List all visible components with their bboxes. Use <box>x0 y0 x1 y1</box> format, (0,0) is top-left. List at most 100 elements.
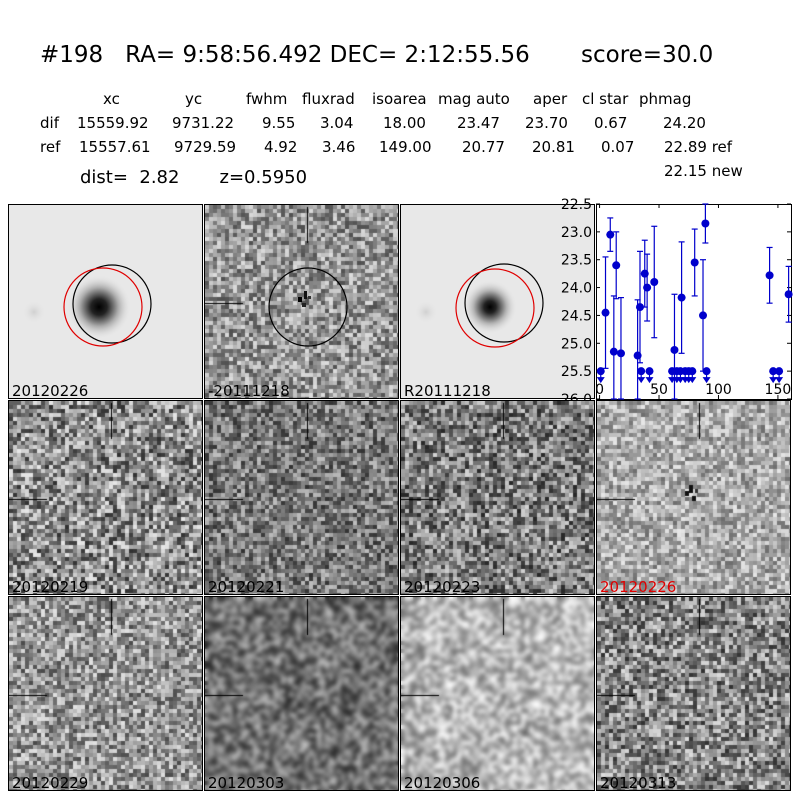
detection-point <box>601 308 610 317</box>
ref-aper: 20.81 <box>532 138 575 156</box>
epoch-label: 20120221 <box>208 578 285 595</box>
ref-circle <box>268 267 348 347</box>
detection-point <box>670 345 679 354</box>
epoch-stamp-highlighted: 20120226 <box>596 400 791 595</box>
epoch-stamp: 20120306 <box>400 596 595 791</box>
detection-point <box>633 351 642 360</box>
detection-point <box>606 230 615 239</box>
reference-image-panel: R20111218 <box>400 204 595 399</box>
col-header-yc: yc <box>185 90 203 108</box>
row-label-dif: dif <box>40 114 59 132</box>
reference-image-stamp <box>401 205 594 398</box>
dif-yc: 9731.22 <box>172 114 235 132</box>
ref-mag-auto: 20.77 <box>462 138 505 156</box>
detection-point <box>643 283 652 292</box>
new-phmag: 22.15 new <box>664 162 743 180</box>
dist-value: dist= 2.82 <box>80 167 180 188</box>
x-tick-label: 0 <box>595 382 604 398</box>
upper-limit-arrow <box>645 377 654 384</box>
new-image-stamp <box>9 205 202 398</box>
ref-circle <box>72 264 152 344</box>
detection-point <box>650 278 659 286</box>
col-header-fwhm: fwhm <box>246 90 288 108</box>
ref-yc: 9729.59 <box>174 138 237 156</box>
panel-label: R20111218 <box>404 382 491 399</box>
dif-fluxrad: 3.04 <box>320 114 354 132</box>
epoch-stamp: 20120219 <box>8 400 203 595</box>
y-tick-label: 25.5 <box>561 364 592 380</box>
epoch-stamp: 20120221 <box>204 400 399 595</box>
epoch-label: 20120313 <box>600 774 677 791</box>
dist-redshift-line: dist= 2.82 z=0.5950 <box>80 167 307 188</box>
dif-cl-star: 0.67 <box>594 114 628 132</box>
y-tick-label: 23.5 <box>561 253 592 269</box>
dif-fwhm: 9.55 <box>262 114 296 132</box>
epoch-stamp-image <box>401 401 594 594</box>
epoch-stamp-image <box>597 597 790 790</box>
panel-label: -20111218 <box>208 382 290 399</box>
candidate-id: #198 <box>40 42 104 68</box>
col-header-xc: xc <box>103 90 120 108</box>
ref-cl-star: 0.07 <box>601 138 635 156</box>
col-header-mag-auto: mag auto <box>438 90 510 108</box>
upper-limit-arrow <box>702 377 711 384</box>
score-value: score=30.0 <box>581 42 714 68</box>
dif-xc: 15559.92 <box>77 114 149 132</box>
epoch-stamp-image <box>597 401 790 594</box>
ref-circle <box>464 263 544 343</box>
y-tick-label: 22.5 <box>561 197 592 213</box>
detection-point <box>677 293 686 302</box>
detection-point <box>640 269 649 278</box>
detection-point <box>784 290 793 299</box>
epoch-stamp: 20120229 <box>8 596 203 791</box>
detection-point <box>701 219 710 228</box>
ref-isoarea: 149.00 <box>379 138 432 156</box>
detection-point <box>609 347 618 356</box>
epoch-stamp: 20120223 <box>400 400 595 595</box>
new-image-panel: 20120226 <box>8 204 203 399</box>
host-galaxy <box>463 280 517 334</box>
col-header-isoarea: isoarea <box>372 90 427 108</box>
x-tick-label: 150 <box>765 382 792 398</box>
col-header-cl-star: cl star <box>582 90 629 108</box>
y-tick-label: 24.5 <box>561 308 592 324</box>
redshift-value: z=0.5950 <box>219 167 308 188</box>
panel-label: 20120226 <box>12 382 89 399</box>
upper-limit-arrow <box>769 377 778 384</box>
epoch-label-highlighted: 20120226 <box>600 578 677 595</box>
epoch-label: 20120223 <box>404 578 481 595</box>
x-tick-label: 50 <box>650 382 668 398</box>
detection-point <box>612 261 621 270</box>
epoch-stamp-image <box>205 597 398 790</box>
upper-limit-arrow <box>596 377 605 384</box>
host-galaxy <box>67 275 131 339</box>
y-tick-label: 23.0 <box>561 225 592 241</box>
y-tick-label: 24.0 <box>561 281 592 297</box>
plot-frame <box>596 204 792 400</box>
epoch-label: 20120219 <box>12 578 89 595</box>
ref-xc: 15557.61 <box>79 138 151 156</box>
dif-circle <box>455 268 535 348</box>
dec-value: DEC= 2:12:55.56 <box>329 42 530 68</box>
x-tick-label: 100 <box>705 382 732 398</box>
dif-mag-auto: 23.47 <box>457 114 500 132</box>
epoch-label: 20120306 <box>404 774 481 791</box>
ra-value: RA= 9:58:56.492 <box>125 42 323 68</box>
light-curve-svg: 22.523.023.524.024.525.025.526.00 50 100 15… <box>561 197 793 408</box>
detection-point <box>699 311 708 320</box>
detection-point <box>765 271 774 280</box>
col-header-aper: aper <box>533 90 568 108</box>
col-header-phmag: phmag <box>639 90 692 108</box>
epoch-stamp-image <box>9 401 202 594</box>
col-header-fluxrad: fluxrad <box>302 90 355 108</box>
detection-point <box>690 258 699 267</box>
detection-point <box>616 349 625 358</box>
ref-fluxrad: 3.46 <box>322 138 356 156</box>
dif-aper: 23.70 <box>525 114 568 132</box>
upper-limit-arrow <box>775 377 784 384</box>
dif-isoarea: 18.00 <box>383 114 426 132</box>
y-tick-label: 25.0 <box>561 336 592 352</box>
difference-overlay <box>268 267 348 347</box>
epoch-stamp: 20120303 <box>204 596 399 791</box>
ref-fwhm: 4.92 <box>264 138 298 156</box>
